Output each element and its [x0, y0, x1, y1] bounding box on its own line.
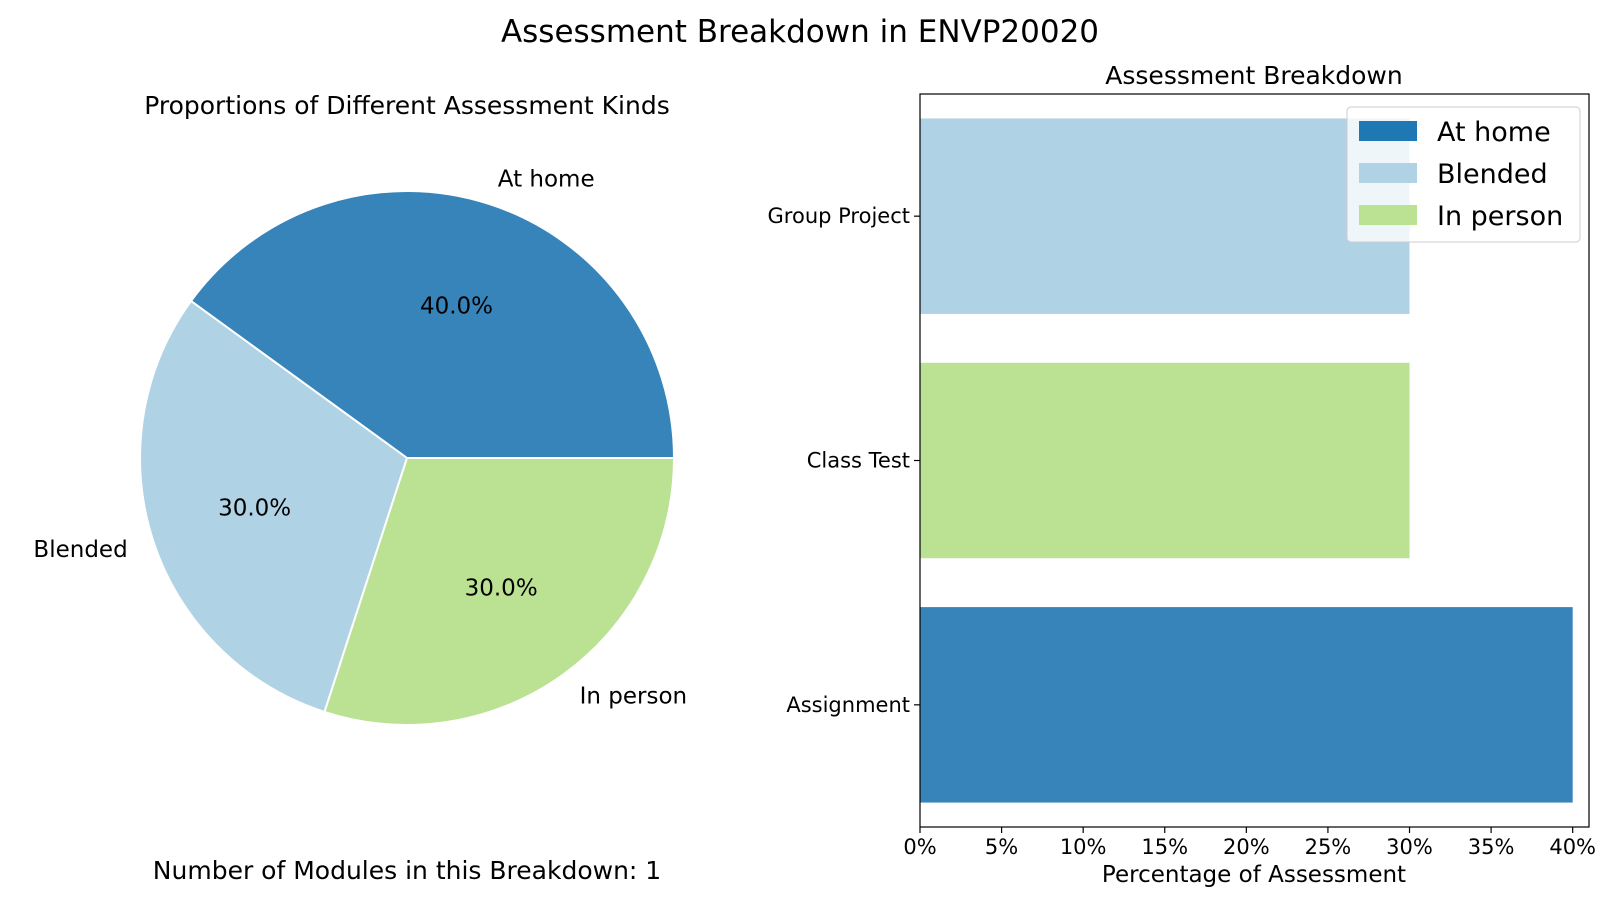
modules-count-note: Number of Modules in this Breakdown: 1: [153, 856, 661, 885]
pie-pct-label-blended: 30.0%: [218, 496, 291, 522]
pie-label-in-person: In person: [580, 684, 688, 710]
legend-label-in-person: In person: [1437, 201, 1563, 232]
pie-slice-at-home: [189, 190, 676, 459]
legend: At home Blended In person: [1346, 106, 1581, 243]
bar-class-test: [920, 362, 1410, 559]
figure-title: Assessment Breakdown in ENVP20020: [501, 14, 1099, 50]
legend-swatch-blended: [1359, 163, 1417, 183]
y-axis: Assignment Class Test Group Project: [768, 204, 920, 717]
y-tick-label-group-project: Group Project: [768, 204, 910, 228]
x-tick-label-25: 25%: [1305, 835, 1352, 859]
x-tick-label-15: 15%: [1141, 835, 1188, 859]
legend-swatch-in-person: [1359, 205, 1417, 225]
pie-slices: [139, 190, 676, 726]
legend-label-blended: Blended: [1437, 159, 1548, 190]
pie-pct-label-in-person: 30.0%: [465, 576, 538, 602]
pie-title: Proportions of Different Assessment Kind…: [144, 91, 670, 120]
bar-assignment: [920, 607, 1573, 803]
y-tick-label-assignment: Assignment: [786, 693, 910, 717]
x-tick-label-5: 5%: [985, 835, 1018, 859]
legend-label-at-home: At home: [1437, 117, 1551, 148]
pie-pct-label-at-home: 40.0%: [420, 294, 493, 320]
x-tick-label-30: 30%: [1386, 835, 1433, 859]
x-axis: 0% 5% 10% 15% 20% 25% 30% 35% 40%: [903, 827, 1596, 859]
y-tick-label-class-test: Class Test: [807, 449, 910, 473]
x-axis-label: Percentage of Assessment: [1102, 862, 1406, 888]
pie-slice-blended: [139, 299, 409, 714]
x-tick-label-10: 10%: [1060, 835, 1107, 859]
pie-labels: 40.0% At home 30.0% Blended 30.0% In person: [33, 167, 687, 710]
pie-slice-in-person: [323, 457, 676, 726]
x-tick-label-35: 35%: [1468, 835, 1515, 859]
bar-chart: Assessment Breakdown Assignment Class Tes…: [768, 61, 1596, 888]
bar-group-project: [920, 118, 1410, 314]
x-tick-label-20: 20%: [1223, 835, 1270, 859]
x-tick-label-40: 40%: [1549, 835, 1596, 859]
bars: [920, 118, 1573, 803]
pie-chart: Proportions of Different Assessment Kind…: [33, 91, 687, 726]
pie-label-blended: Blended: [33, 537, 127, 563]
x-tick-label-0: 0%: [903, 835, 936, 859]
pie-label-at-home: At home: [498, 167, 595, 193]
bar-title: Assessment Breakdown: [1105, 61, 1402, 90]
legend-swatch-at-home: [1359, 121, 1417, 141]
